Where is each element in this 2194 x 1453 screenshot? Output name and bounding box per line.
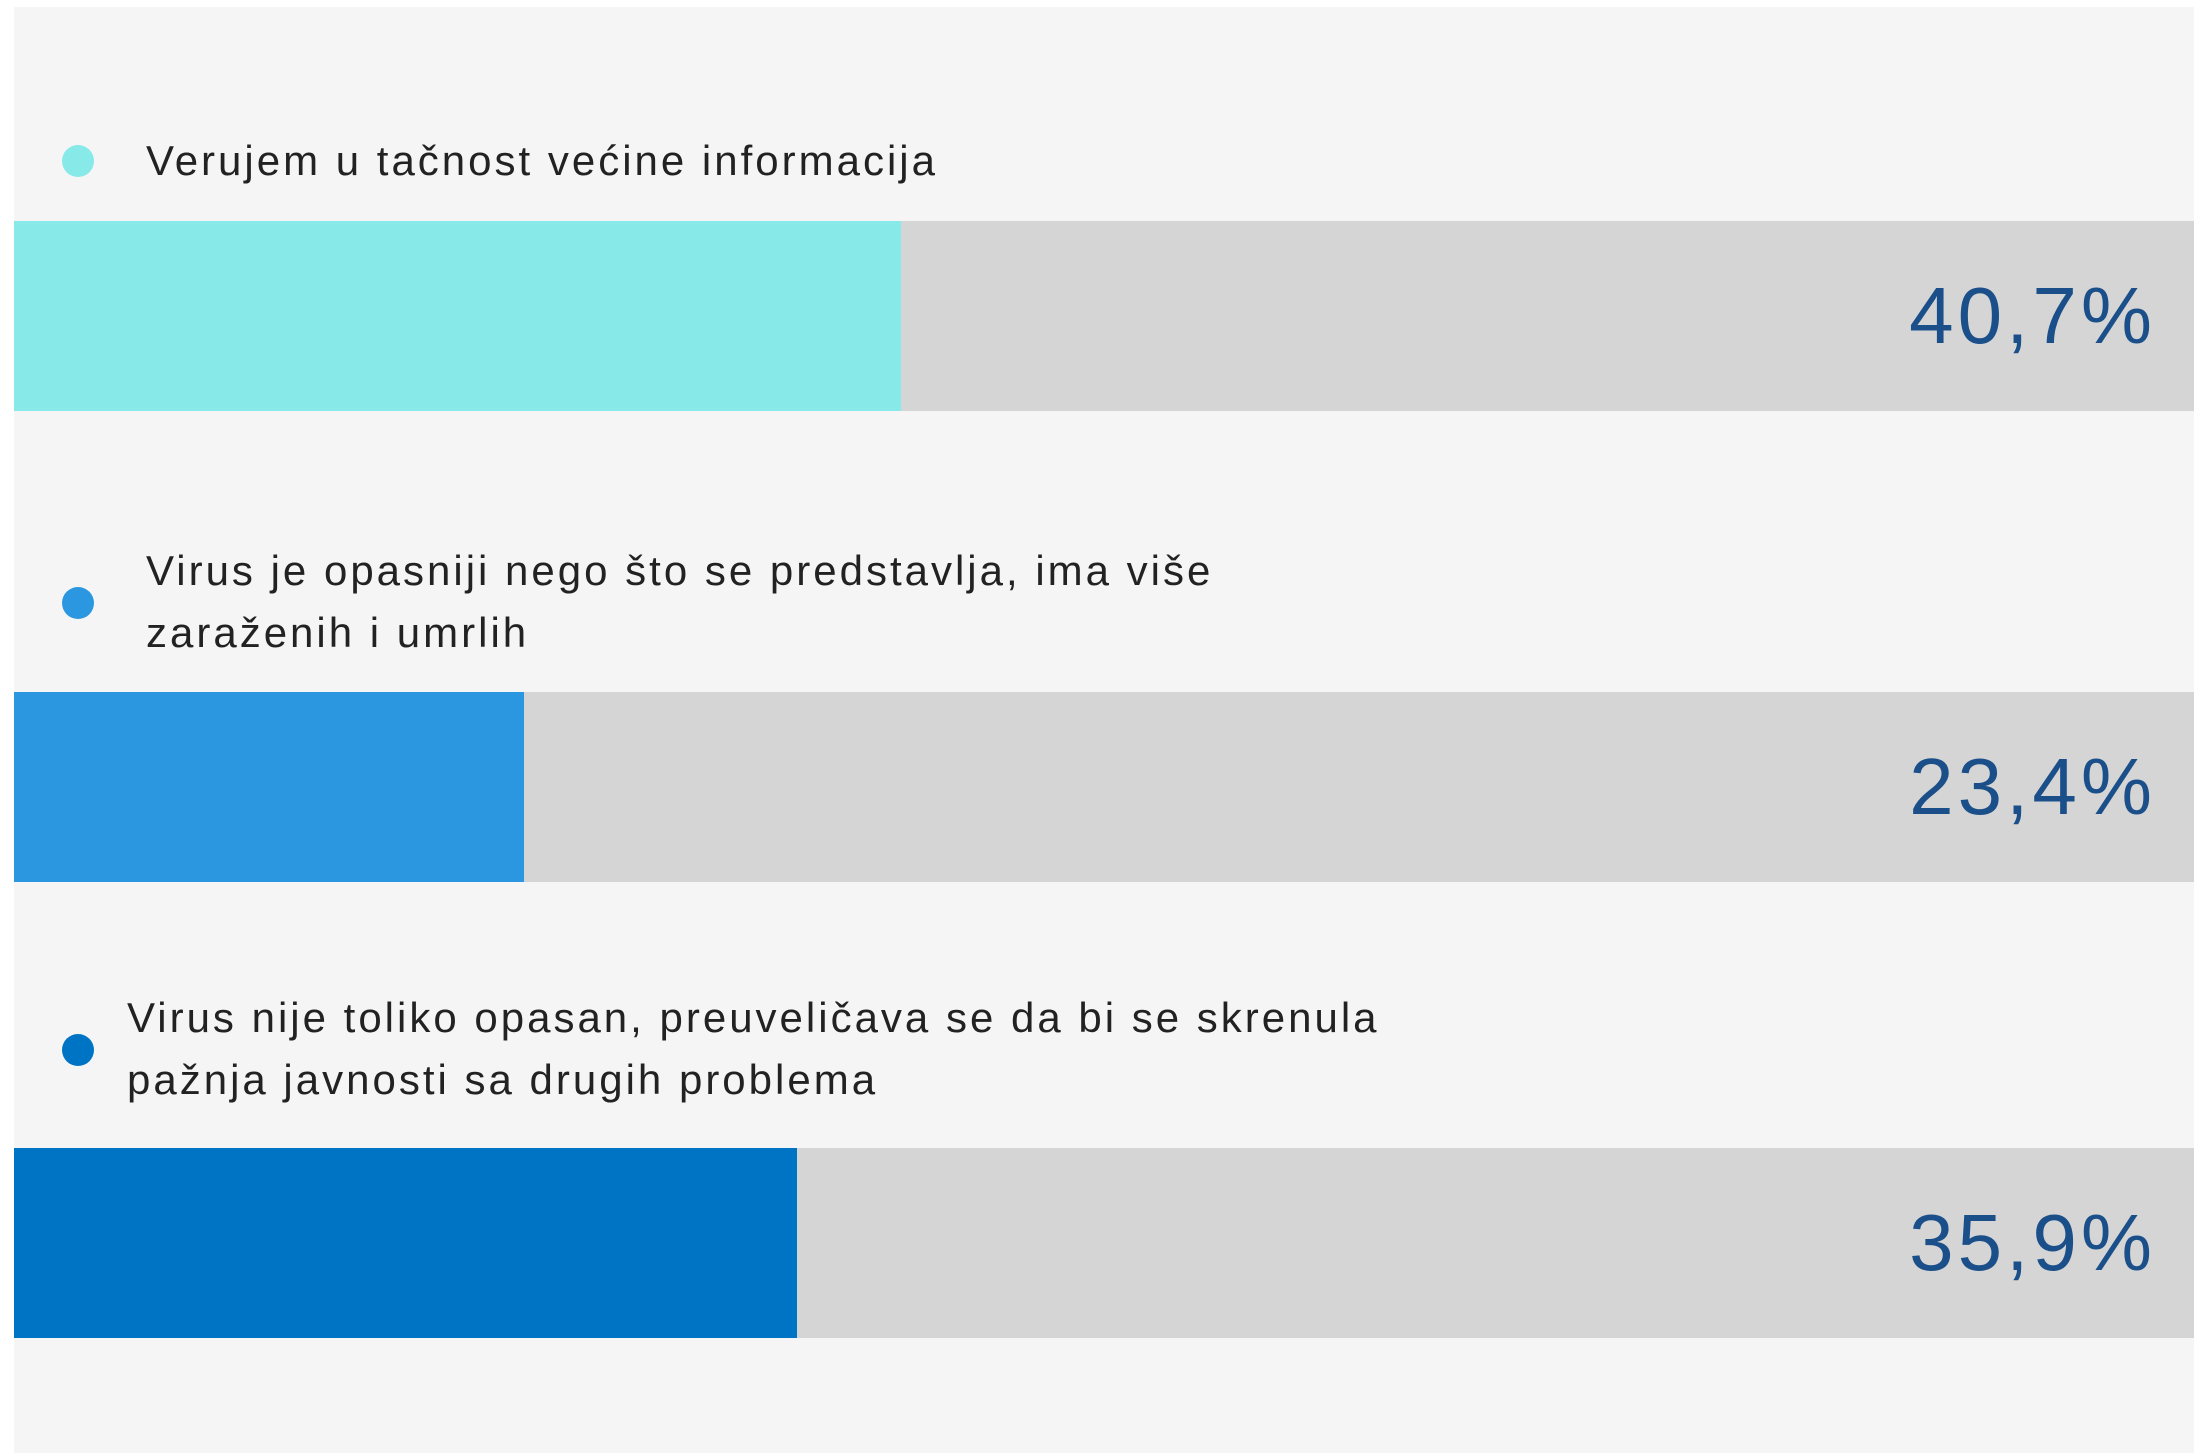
bar-track: 35,9% [14,1148,2194,1338]
value-label: 40,7% [1909,271,2156,360]
value-label: 23,4% [1909,742,2156,831]
legend-dot [62,587,94,619]
category-label: Virus nije toliko opasan, preuveličava s… [127,994,1380,1103]
category-label: Virus je opasniji nego što se predstavlj… [146,547,1214,656]
bar [14,221,902,411]
legend-dot [62,145,94,177]
value-label: 35,9% [1909,1198,2156,1287]
category-label: Verujem u tačnost većine informacija [146,137,938,184]
legend-dot [62,1034,94,1066]
chart: Verujem u tačnost većine informacija 40,7… [14,7,2194,1453]
bar [14,692,525,882]
bar-track: 40,7% [14,221,2194,411]
bar [14,1148,797,1338]
bar-track: 23,4% [14,692,2194,882]
